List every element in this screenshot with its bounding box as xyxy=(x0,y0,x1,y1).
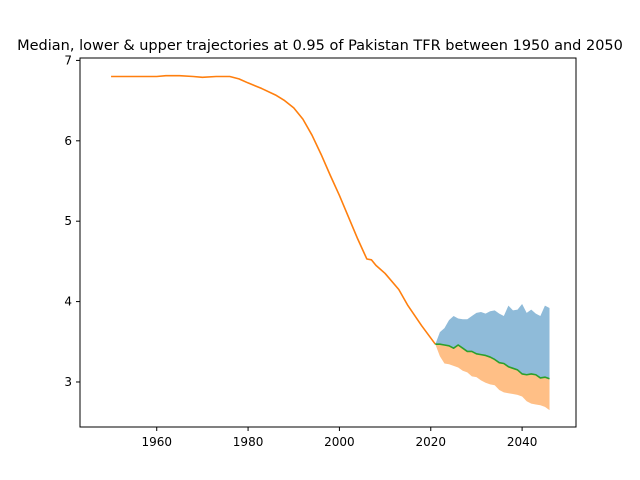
upper-band xyxy=(435,304,550,379)
y-tick-label: 7 xyxy=(64,53,72,67)
median-line xyxy=(435,343,550,380)
x-tick-label: 1980 xyxy=(233,435,264,449)
y-tick-label: 5 xyxy=(64,214,72,228)
historical-line xyxy=(111,74,436,345)
chart-title: Median, lower & upper trajectories at 0.… xyxy=(17,38,623,54)
lower-band xyxy=(435,344,550,411)
y-tick-label: 3 xyxy=(64,375,72,389)
axes-frame xyxy=(79,57,577,428)
x-tick-label: 2000 xyxy=(324,435,355,449)
x-tick-label: 1960 xyxy=(141,435,172,449)
plot-area xyxy=(111,74,550,411)
x-tick-label: 2040 xyxy=(507,435,538,449)
x-tick-label: 2020 xyxy=(415,435,446,449)
axis-ticks: 1960 1980 2000 2020 2040 3 4 5 6 7 xyxy=(64,53,537,449)
y-tick-label: 4 xyxy=(64,295,72,309)
y-tick-label: 6 xyxy=(64,134,72,148)
